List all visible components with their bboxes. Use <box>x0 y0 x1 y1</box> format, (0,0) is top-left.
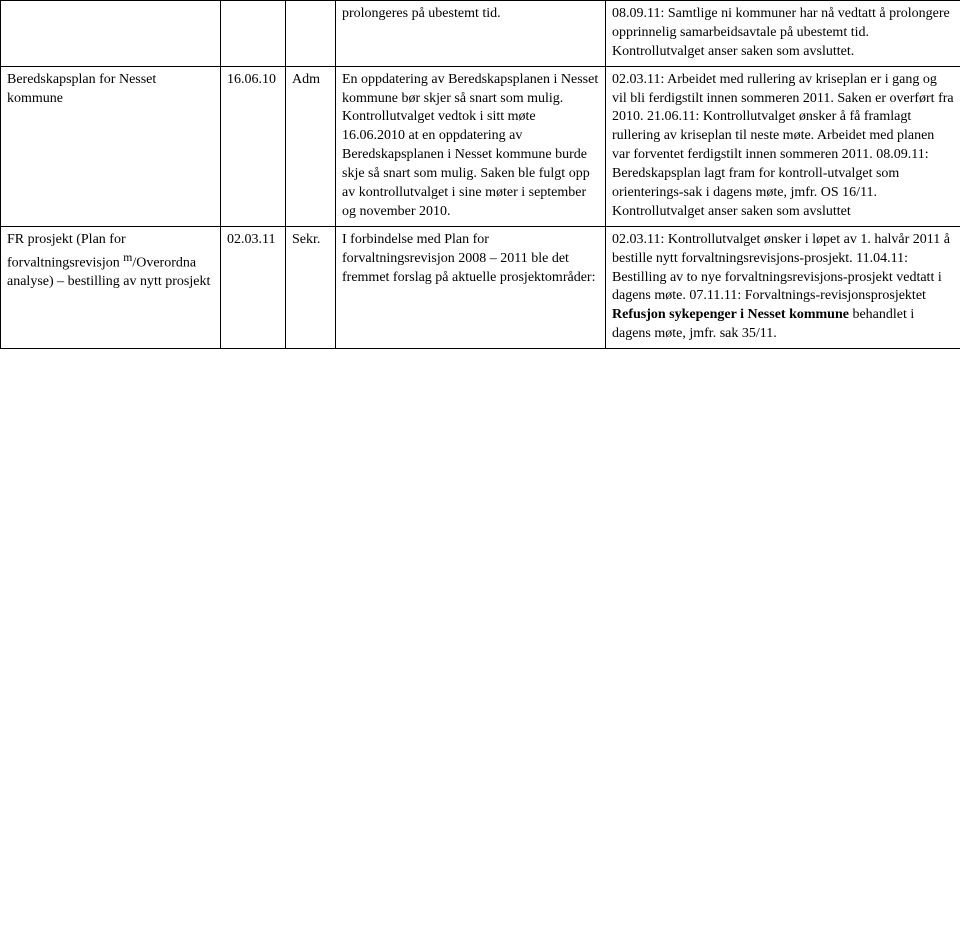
table-row: Beredskapsplan for Nesset kommune 16.06.… <box>1 66 960 226</box>
cell-description: I forbindelse med Plan for forvaltningsr… <box>336 226 606 348</box>
cell-status: 08.09.11: Samtlige ni kommuner har nå ve… <box>606 1 960 67</box>
cell-type <box>286 1 336 67</box>
cell-type: Adm <box>286 66 336 226</box>
cell-type: Sekr. <box>286 226 336 348</box>
cell-date <box>221 1 286 67</box>
table-row: prolongeres på ubestemt tid. 08.09.11: S… <box>1 1 960 67</box>
cell-subject <box>1 1 221 67</box>
cell-description: En oppdatering av Beredskapsplanen i Nes… <box>336 66 606 226</box>
cell-status: 02.03.11: Arbeidet med rullering av kris… <box>606 66 960 226</box>
cell-description: prolongeres på ubestemt tid. <box>336 1 606 67</box>
cell-date: 16.06.10 <box>221 66 286 226</box>
cell-date: 02.03.11 <box>221 226 286 348</box>
document-table: prolongeres på ubestemt tid. 08.09.11: S… <box>0 0 960 349</box>
cell-status: 02.03.11: Kontrollutvalget ønsker i løpe… <box>606 226 960 348</box>
cell-text-part1: 02.03.11: Kontrollutvalget ønsker i løpe… <box>612 232 950 304</box>
superscript: m <box>123 251 132 264</box>
cell-text-prefix: FR prosjekt (Plan for forvaltningsrevisj… <box>7 232 126 271</box>
table-row: FR prosjekt (Plan for forvaltningsrevisj… <box>1 226 960 348</box>
cell-text-bold: Refusjon sykepenger i Nesset kommune <box>612 307 849 322</box>
cell-subject: Beredskapsplan for Nesset kommune <box>1 66 221 226</box>
cell-subject: FR prosjekt (Plan for forvaltningsrevisj… <box>1 226 221 348</box>
